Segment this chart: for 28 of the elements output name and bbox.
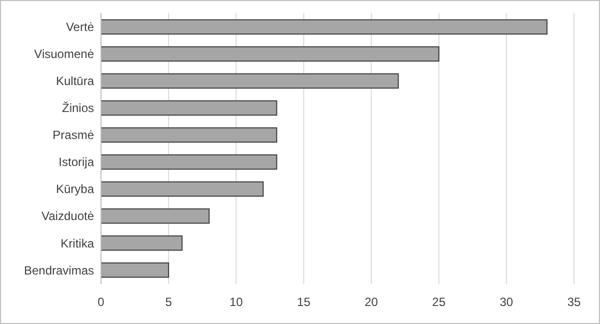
x-tick-label: 0 xyxy=(98,295,105,309)
bar xyxy=(100,46,440,62)
x-tick-label: 30 xyxy=(500,295,514,309)
bar xyxy=(100,73,399,89)
y-tick-label: Vaizduotė xyxy=(42,209,94,224)
y-tick-label: Kritika xyxy=(60,236,94,250)
x-tick-label: 35 xyxy=(567,295,581,309)
y-tick-label: Istorija xyxy=(58,155,94,170)
bar xyxy=(100,19,548,35)
x-tick-label: 5 xyxy=(165,295,172,309)
y-tick-label: Prasmė xyxy=(52,128,94,142)
bar xyxy=(100,181,264,197)
y-tick-label: Kultūra xyxy=(56,74,94,88)
bar xyxy=(100,208,210,224)
x-tick-label: 25 xyxy=(432,295,446,309)
y-tick-label: Žinios xyxy=(62,101,94,116)
bar xyxy=(100,262,170,278)
bar xyxy=(100,100,278,116)
x-tick-label: 20 xyxy=(364,295,378,309)
x-tick-label: 15 xyxy=(297,295,311,309)
y-tick-label: Bendravimas xyxy=(24,263,94,278)
y-tick-label: Kūryba xyxy=(56,182,94,196)
bar xyxy=(100,235,183,251)
x-tick-label: 10 xyxy=(229,295,244,309)
y-tick-label: Visuomenė xyxy=(34,47,94,62)
y-tick-label: Vertė xyxy=(66,20,94,34)
bar xyxy=(100,127,278,143)
bar xyxy=(100,154,278,170)
